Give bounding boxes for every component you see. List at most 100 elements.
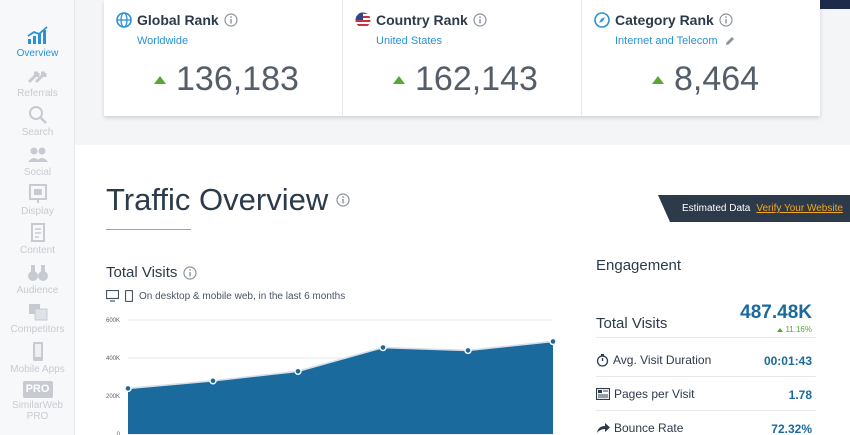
sidebar-item-referrals[interactable]: Referrals bbox=[0, 66, 75, 99]
y-tick-label: 200K bbox=[106, 394, 120, 400]
visits-area bbox=[128, 341, 553, 434]
sidebar-item-label: Mobile Apps bbox=[10, 364, 65, 375]
engagement-row-pages: Pages per Visit 1.78 bbox=[596, 377, 816, 411]
country-rank-value: 162,143 bbox=[393, 60, 538, 99]
search-icon bbox=[28, 106, 47, 124]
sidebar-item-search[interactable]: Search bbox=[0, 105, 75, 138]
info-icon[interactable] bbox=[336, 193, 350, 207]
sidebar-item-competitors[interactable]: Competitors bbox=[0, 302, 75, 335]
verify-website-link[interactable]: Verify Your Website bbox=[756, 203, 843, 214]
estimated-data-banner: Estimated Data Verify Your Website bbox=[658, 195, 850, 222]
avg-visit-duration-value: 00:01:43 bbox=[763, 354, 812, 368]
y-tick-label: 400K bbox=[106, 356, 120, 362]
sidebar-item-display[interactable]: Display bbox=[0, 184, 75, 217]
desktop-icon bbox=[106, 290, 119, 302]
stopwatch-icon bbox=[596, 353, 609, 367]
up-arrow-icon bbox=[393, 75, 405, 84]
sidebar-item-label: Competitors bbox=[10, 324, 65, 335]
display-ad-icon bbox=[28, 184, 47, 203]
sidebar-item-label: Audience bbox=[16, 285, 59, 296]
sidebar-item-audience[interactable]: Audience bbox=[0, 263, 75, 296]
sidebar-item-label: Referrals bbox=[17, 88, 58, 99]
sidebar-item-social[interactable]: Social bbox=[0, 145, 75, 178]
avg-visit-duration-label: Avg. Visit Duration bbox=[613, 353, 712, 367]
global-rank-sub: Worldwide bbox=[137, 35, 189, 47]
visits-point[interactable] bbox=[379, 343, 387, 352]
sidebar-item-mobile-apps[interactable]: Mobile Apps bbox=[0, 342, 75, 375]
us-flag-icon bbox=[355, 12, 371, 28]
sidebar: Overview Referrals Search Social bbox=[0, 0, 75, 435]
up-arrow-icon bbox=[777, 327, 784, 332]
overview-chart-icon bbox=[27, 26, 48, 44]
engagement-row-label: Bounce Rate bbox=[596, 421, 683, 435]
visits-point[interactable] bbox=[294, 367, 302, 375]
category-rank-label: Category Rank bbox=[615, 12, 714, 28]
engagement-row-duration: Avg. Visit Duration 00:01:43 bbox=[596, 343, 816, 377]
engagement-total-visits-value: 487.48K bbox=[740, 302, 812, 323]
total-visits-chart: 600K 400K 200K 0 bbox=[106, 318, 557, 435]
country-rank-section: Country Rank United States 162,143 bbox=[343, 0, 582, 116]
visits-point[interactable] bbox=[549, 337, 557, 346]
global-rank-value: 136,183 bbox=[154, 60, 299, 99]
competitors-icon bbox=[28, 304, 47, 321]
estimated-data-label: Estimated Data bbox=[682, 203, 751, 214]
category-link[interactable]: Internet and Telecom bbox=[615, 35, 718, 47]
sidebar-item-label: Display bbox=[21, 206, 54, 217]
bounce-rate-label: Bounce Rate bbox=[614, 421, 684, 435]
country-rank-sub[interactable]: United States bbox=[376, 35, 443, 47]
audience-binoculars-icon bbox=[27, 265, 48, 281]
category-rank-title: Category Rank bbox=[594, 12, 733, 28]
sidebar-item-similarweb-pro[interactable]: PRO SimilarWeb PRO bbox=[0, 381, 75, 422]
category-rank-number: 8,464 bbox=[674, 60, 760, 98]
sidebar-item-overview[interactable]: Overview bbox=[0, 26, 75, 59]
engagement-total-visits-label: Total Visits bbox=[596, 315, 668, 332]
social-people-icon bbox=[27, 147, 48, 162]
engagement-change-badge: 11.16% bbox=[777, 325, 812, 334]
engagement-title: Engagement bbox=[596, 257, 682, 274]
global-rank-section: Global Rank Worldwide 136,183 bbox=[104, 0, 343, 116]
sidebar-item-content[interactable]: Content bbox=[0, 223, 75, 256]
pages-per-visit-value: 1.78 bbox=[788, 388, 812, 402]
global-rank-number: 136,183 bbox=[176, 60, 299, 98]
engagement-row-bounce: Bounce Rate 72.32% bbox=[596, 411, 816, 435]
up-arrow-icon bbox=[154, 75, 166, 84]
traffic-overview-heading: Traffic Overview bbox=[106, 182, 329, 217]
bounce-rate-value: 72.32% bbox=[771, 422, 812, 435]
pages-per-visit-label: Pages per Visit bbox=[614, 387, 695, 401]
info-icon[interactable] bbox=[719, 13, 733, 27]
total-visits-title: Total Visits bbox=[106, 264, 198, 281]
up-arrow-icon bbox=[652, 75, 664, 84]
info-icon[interactable] bbox=[224, 13, 238, 27]
total-visits-subtitle: On desktop & mobile web, in the last 6 m… bbox=[106, 290, 345, 302]
sidebar-item-label: SimilarWeb PRO bbox=[12, 400, 63, 422]
globe-icon bbox=[116, 12, 132, 28]
info-icon[interactable] bbox=[183, 265, 198, 280]
engagement-total-visits: Total Visits 487.48K 11.16% bbox=[596, 300, 816, 338]
mobile-phone-icon bbox=[32, 342, 43, 361]
info-icon[interactable] bbox=[473, 13, 487, 27]
visits-point[interactable] bbox=[464, 346, 472, 355]
sidebar-item-label: Social bbox=[23, 167, 52, 178]
country-rank-title: Country Rank bbox=[355, 12, 487, 28]
referrals-arrows-icon bbox=[27, 71, 46, 84]
global-rank-title: Global Rank bbox=[116, 12, 238, 28]
visits-line bbox=[127, 340, 554, 390]
category-rank-sub: Internet and Telecom bbox=[615, 35, 736, 47]
engagement-row-label: Avg. Visit Duration bbox=[596, 353, 711, 367]
content-document-icon bbox=[30, 223, 45, 242]
y-tick-label: 0 bbox=[117, 432, 121, 435]
category-rank-value: 8,464 bbox=[652, 60, 759, 99]
country-rank-label: Country Rank bbox=[376, 12, 468, 28]
visits-point[interactable] bbox=[124, 384, 132, 393]
category-rank-section: Category Rank Internet and Telecom 8,464 bbox=[582, 0, 820, 116]
mobile-icon bbox=[125, 290, 133, 302]
title-underline bbox=[106, 229, 191, 230]
total-visits-heading: Total Visits bbox=[106, 264, 178, 281]
sidebar-item-label: Overview bbox=[16, 48, 59, 59]
pro-badge-icon: PRO bbox=[22, 381, 53, 398]
pencil-edit-icon[interactable] bbox=[724, 35, 736, 47]
traffic-overview-title: Traffic Overview bbox=[106, 182, 350, 218]
engagement-change-value: 11.16% bbox=[785, 325, 812, 334]
visits-point[interactable] bbox=[209, 377, 217, 385]
